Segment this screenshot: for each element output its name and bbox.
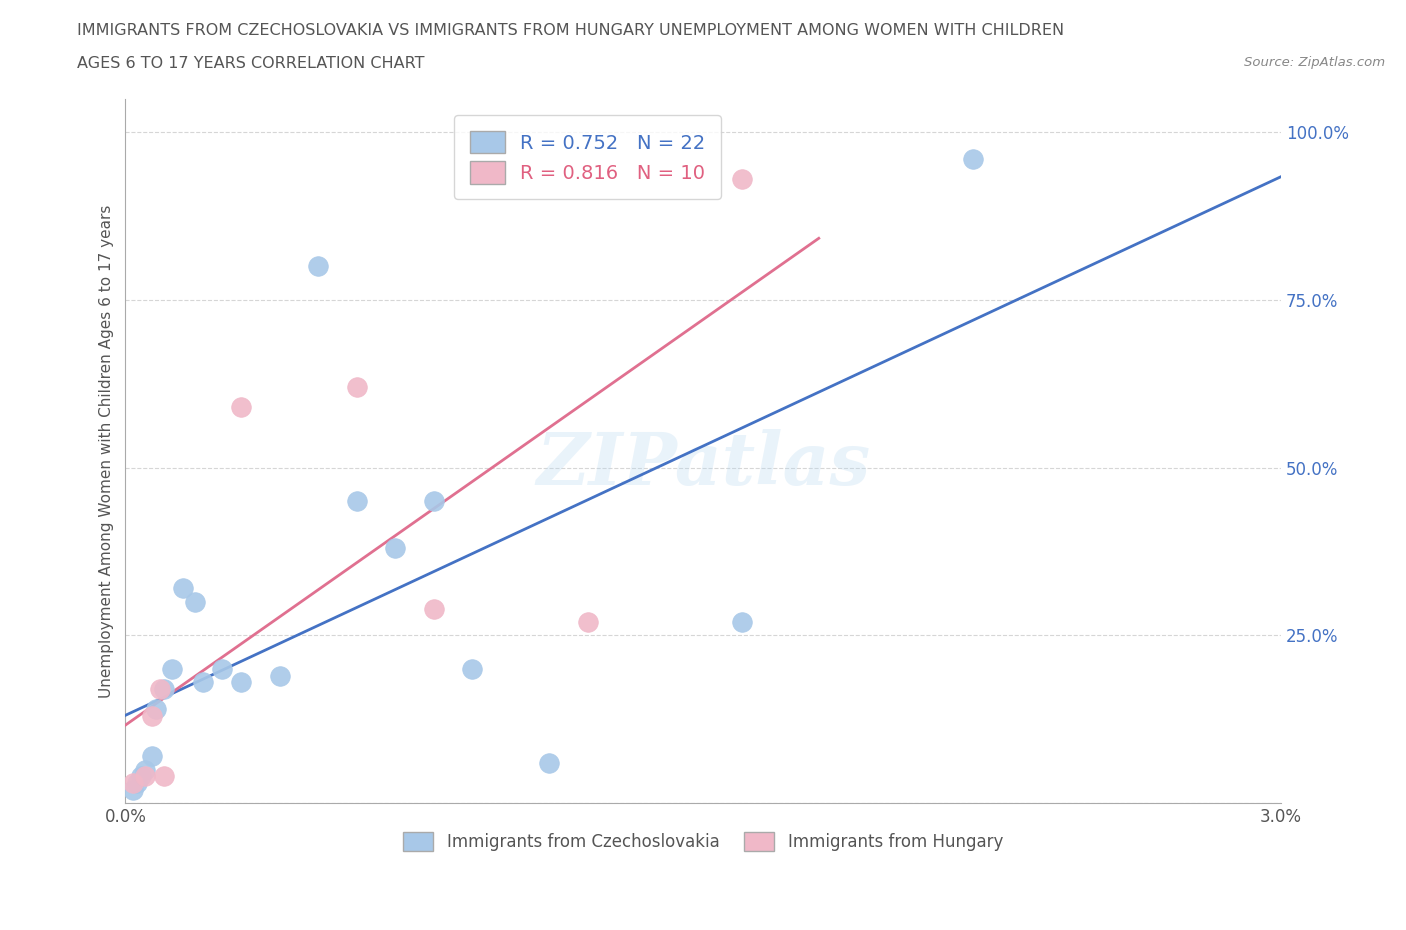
Point [346,494,368,509]
Legend: Immigrants from Czechoslovakia, Immigrants from Hungary: Immigrants from Czechoslovakia, Immigran… [396,826,1010,858]
Point [346,379,368,394]
Point [731,172,754,187]
Text: Source: ZipAtlas.com: Source: ZipAtlas.com [1244,56,1385,69]
Point [153,769,176,784]
Point [141,749,163,764]
Point [538,755,561,770]
Point [229,675,252,690]
Point [122,776,145,790]
Point [122,782,145,797]
Point [191,675,214,690]
Y-axis label: Unemployment Among Women with Children Ages 6 to 17 years: Unemployment Among Women with Children A… [100,205,114,698]
Point [384,540,406,555]
Point [422,494,444,509]
Point [962,152,984,166]
Point [184,594,207,609]
Point [576,615,599,630]
Point [149,682,172,697]
Point [125,776,148,790]
Point [211,661,233,676]
Text: AGES 6 TO 17 YEARS CORRELATION CHART: AGES 6 TO 17 YEARS CORRELATION CHART [77,56,425,71]
Point [145,702,167,717]
Point [172,581,194,596]
Point [160,661,183,676]
Point [307,259,329,273]
Point [134,769,156,784]
Point [461,661,484,676]
Point [422,601,444,616]
Point [269,668,291,683]
Text: IMMIGRANTS FROM CZECHOSLOVAKIA VS IMMIGRANTS FROM HUNGARY UNEMPLOYMENT AMONG WOM: IMMIGRANTS FROM CZECHOSLOVAKIA VS IMMIGR… [77,23,1064,38]
Point [229,400,252,415]
Text: ZIPatlas: ZIPatlas [536,430,870,500]
Point [134,762,156,777]
Point [731,615,754,630]
Point [141,709,163,724]
Point [129,769,152,784]
Point [153,682,176,697]
